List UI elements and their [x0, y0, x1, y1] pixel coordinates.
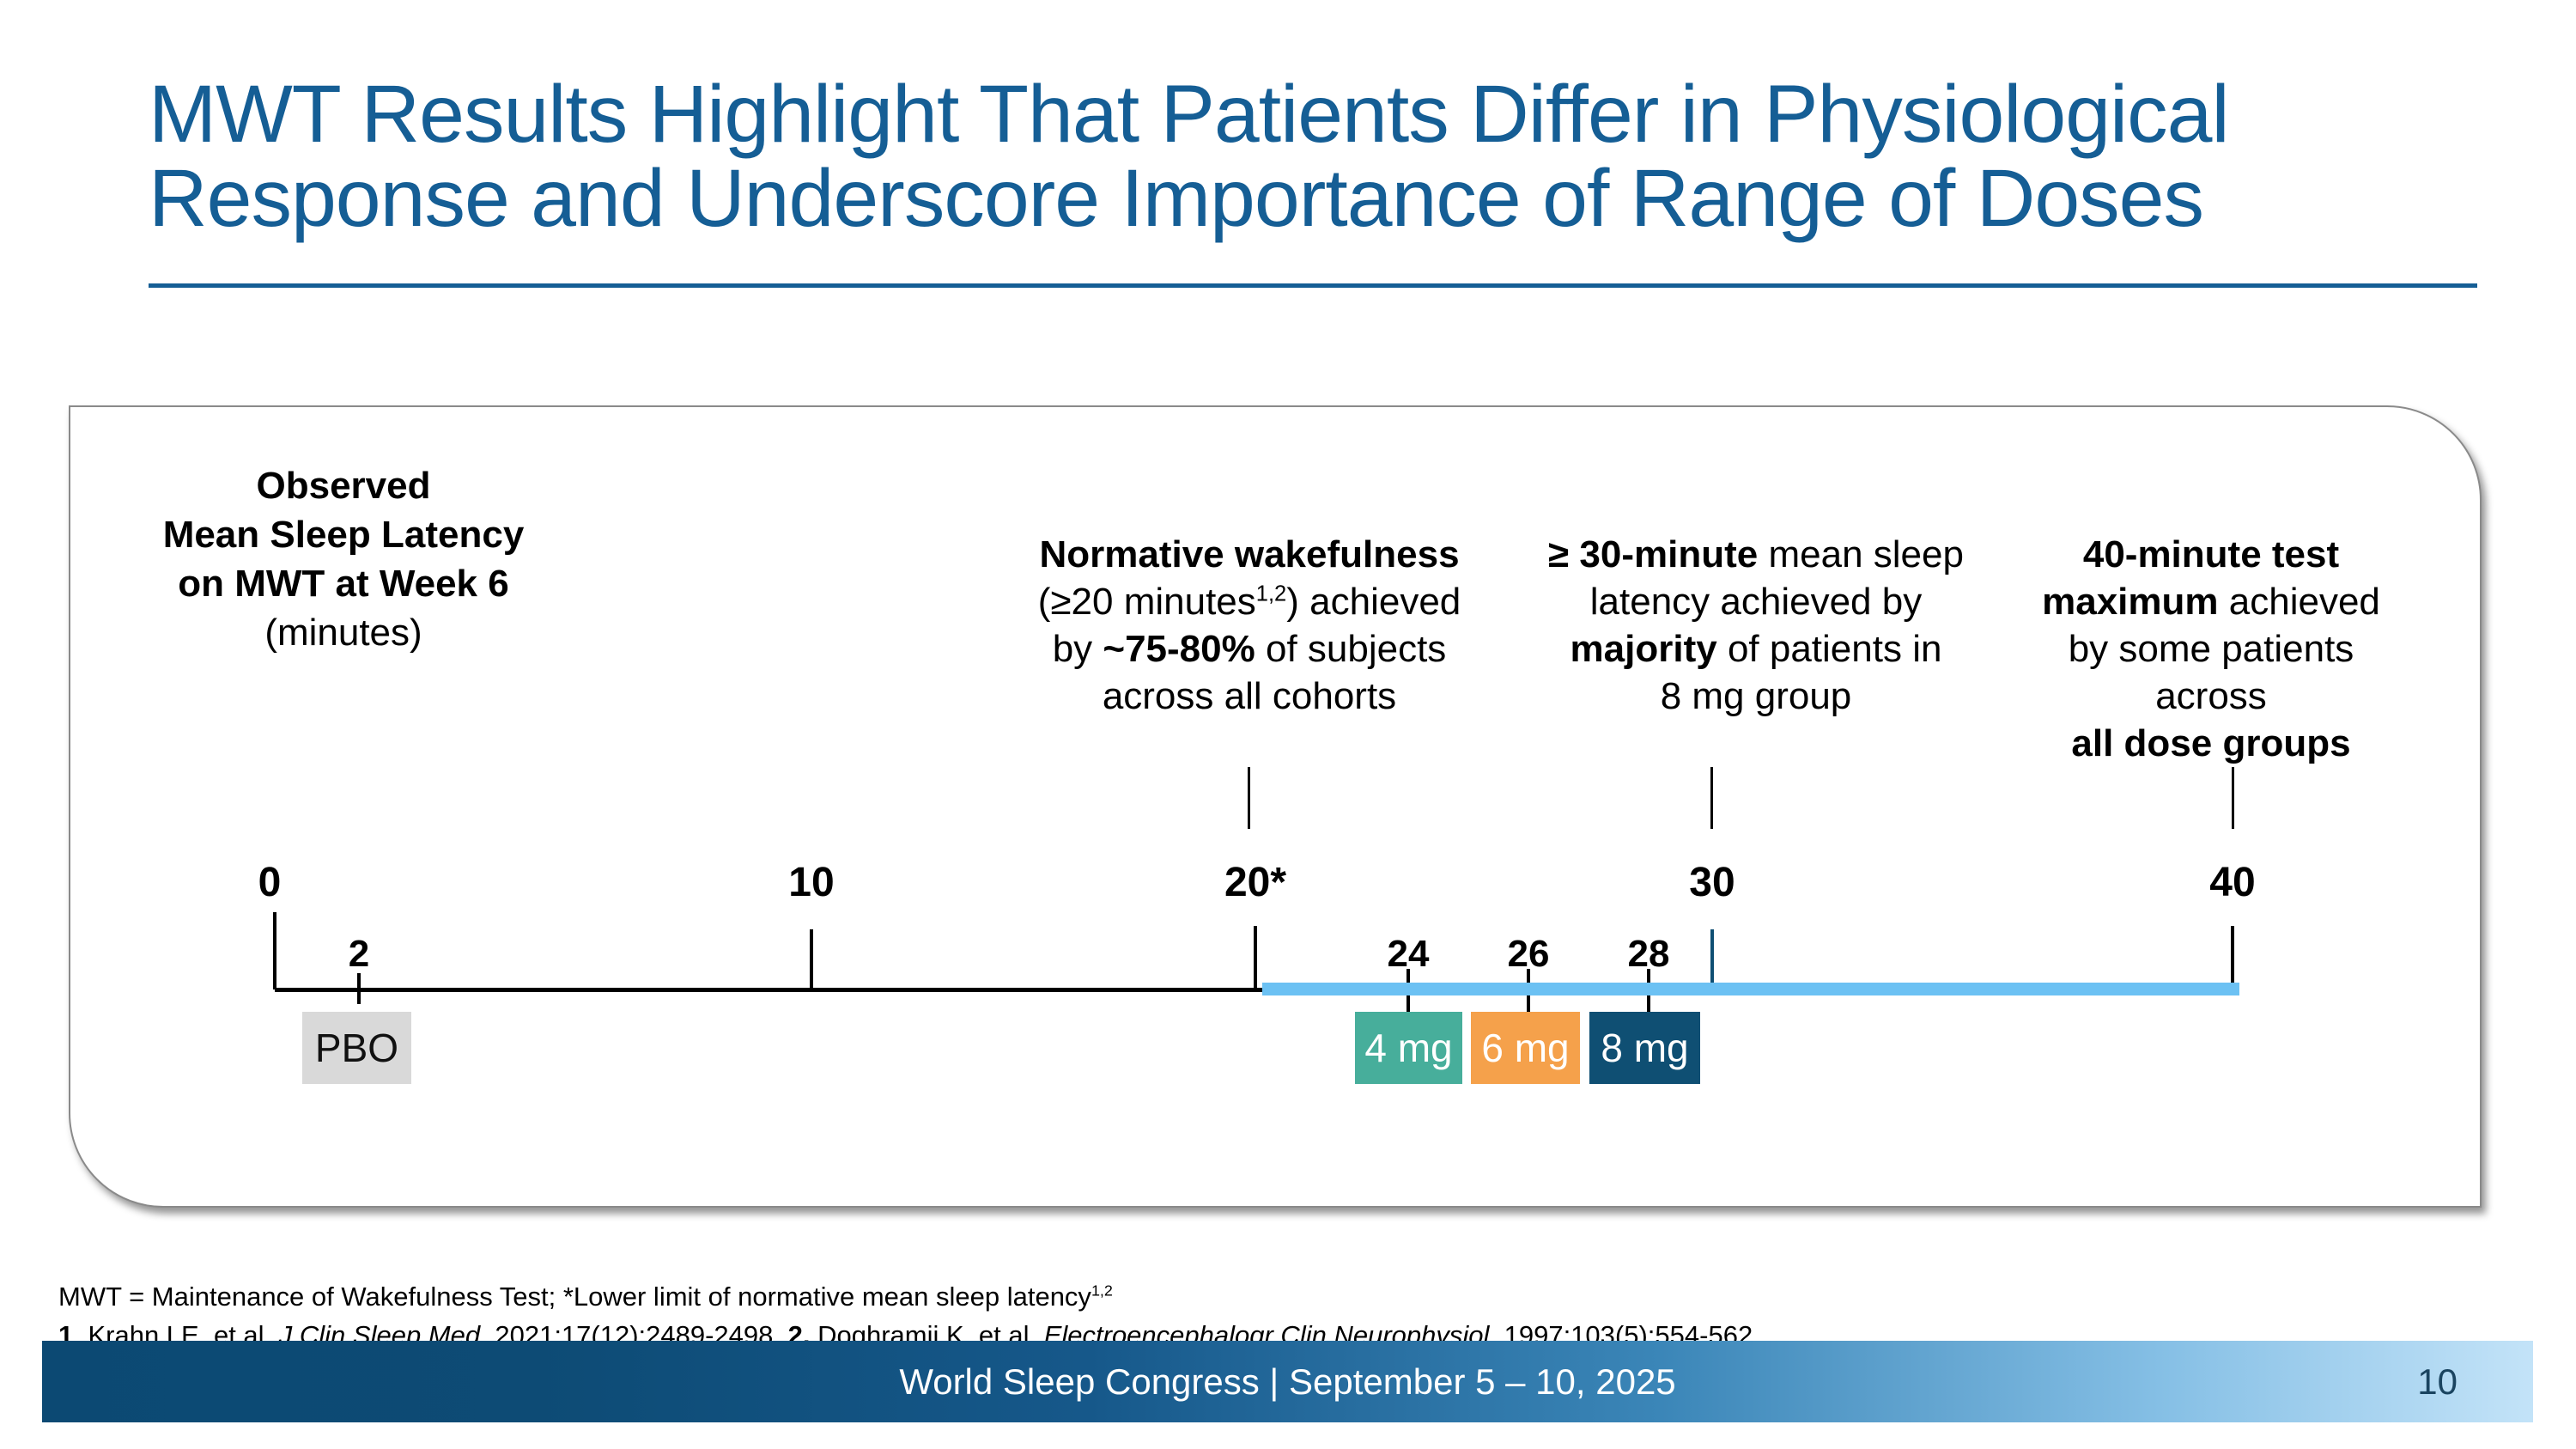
callout-line-20: [1248, 767, 1250, 829]
dose-box-6mg: 6 mg: [1471, 1012, 1580, 1084]
annotation-30-minute: ≥ 30-minute mean sleep latency achieved …: [1537, 531, 1975, 720]
axis-label-40: 40: [2209, 860, 2256, 905]
axis-title-line1: Observed: [256, 465, 431, 507]
annotation-line: all dose groups: [2071, 722, 2351, 764]
axis-label-0: 0: [258, 860, 282, 905]
axis-title: Observed Mean Sleep Latency on MWT at We…: [146, 461, 541, 657]
number-line-black-segment: [275, 988, 1264, 992]
annotation-line: latency achieved by: [1589, 581, 1923, 623]
slide-title: MWT Results Highlight That Patients Diff…: [149, 69, 2230, 244]
tick-2-pbo: [357, 973, 361, 1004]
number-line-highlight-segment: [1262, 983, 2239, 995]
annotation-line: maximum achieved: [2042, 581, 2380, 623]
annotation-line: across: [2155, 675, 2267, 717]
axis-title-line4: (minutes): [264, 612, 422, 654]
annotation-line: across all cohorts: [1102, 675, 1397, 717]
footer-bar: World Sleep Congress | September 5 – 10,…: [42, 1341, 2533, 1422]
value-label-24: 24: [1387, 933, 1430, 975]
annotation-40-minute-max: 40-minute test maximum achieved by some …: [2026, 531, 2396, 767]
annotation-line: (≥20 minutes1,2) achieved: [1037, 581, 1461, 623]
value-label-28: 28: [1627, 933, 1670, 975]
annotation-line: 40-minute test: [2082, 533, 2340, 575]
page-number: 10: [2417, 1361, 2458, 1402]
reference-superscript: 1,2: [1255, 581, 1287, 606]
tick-0: [273, 912, 276, 989]
callout-line-30: [1710, 767, 1713, 829]
axis-label-30: 30: [1689, 860, 1735, 905]
annotation-normative-wakefulness: Normative wakefulness (≥20 minutes1,2) a…: [1009, 531, 1490, 720]
dose-box-pbo: PBO: [302, 1012, 411, 1084]
slide-title-line1: MWT Results Highlight That Patients Diff…: [149, 69, 2230, 160]
axis-label-20: 20*: [1224, 860, 1287, 905]
dose-box-4mg: 4 mg: [1355, 1012, 1462, 1084]
title-underline: [149, 283, 2477, 288]
annotation-line: 8 mg group: [1660, 675, 1852, 717]
slide-title-line2: Response and Underscore Importance of Ra…: [149, 153, 2204, 244]
reference-superscript: 1,2: [1091, 1282, 1113, 1300]
annotation-line: ≥ 30-minute mean sleep: [1548, 533, 1964, 575]
footnote-abbreviation: MWT = Maintenance of Wakefulness Test; *…: [58, 1282, 1113, 1312]
tick-30: [1710, 929, 1714, 983]
footer-congress-text: World Sleep Congress | September 5 – 10,…: [899, 1361, 1676, 1402]
axis-title-line2: Mean Sleep Latency: [162, 514, 525, 556]
content-card: [69, 405, 2482, 1208]
value-label-pbo: 2: [348, 933, 370, 975]
annotation-line: Normative wakefulness: [1039, 533, 1460, 575]
axis-label-10: 10: [788, 860, 835, 905]
dose-box-8mg: 8 mg: [1589, 1012, 1700, 1084]
value-label-26: 26: [1507, 933, 1550, 975]
axis-title-line3: on MWT at Week 6: [178, 563, 509, 605]
annotation-line: by some patients: [2068, 628, 2354, 670]
tick-10: [810, 929, 813, 989]
annotation-line: by ~75-80% of subjects: [1052, 628, 1447, 670]
tick-20: [1254, 926, 1257, 989]
tick-40: [2231, 926, 2234, 983]
callout-line-40: [2232, 767, 2234, 829]
annotation-line: majority of patients in: [1570, 628, 1942, 670]
